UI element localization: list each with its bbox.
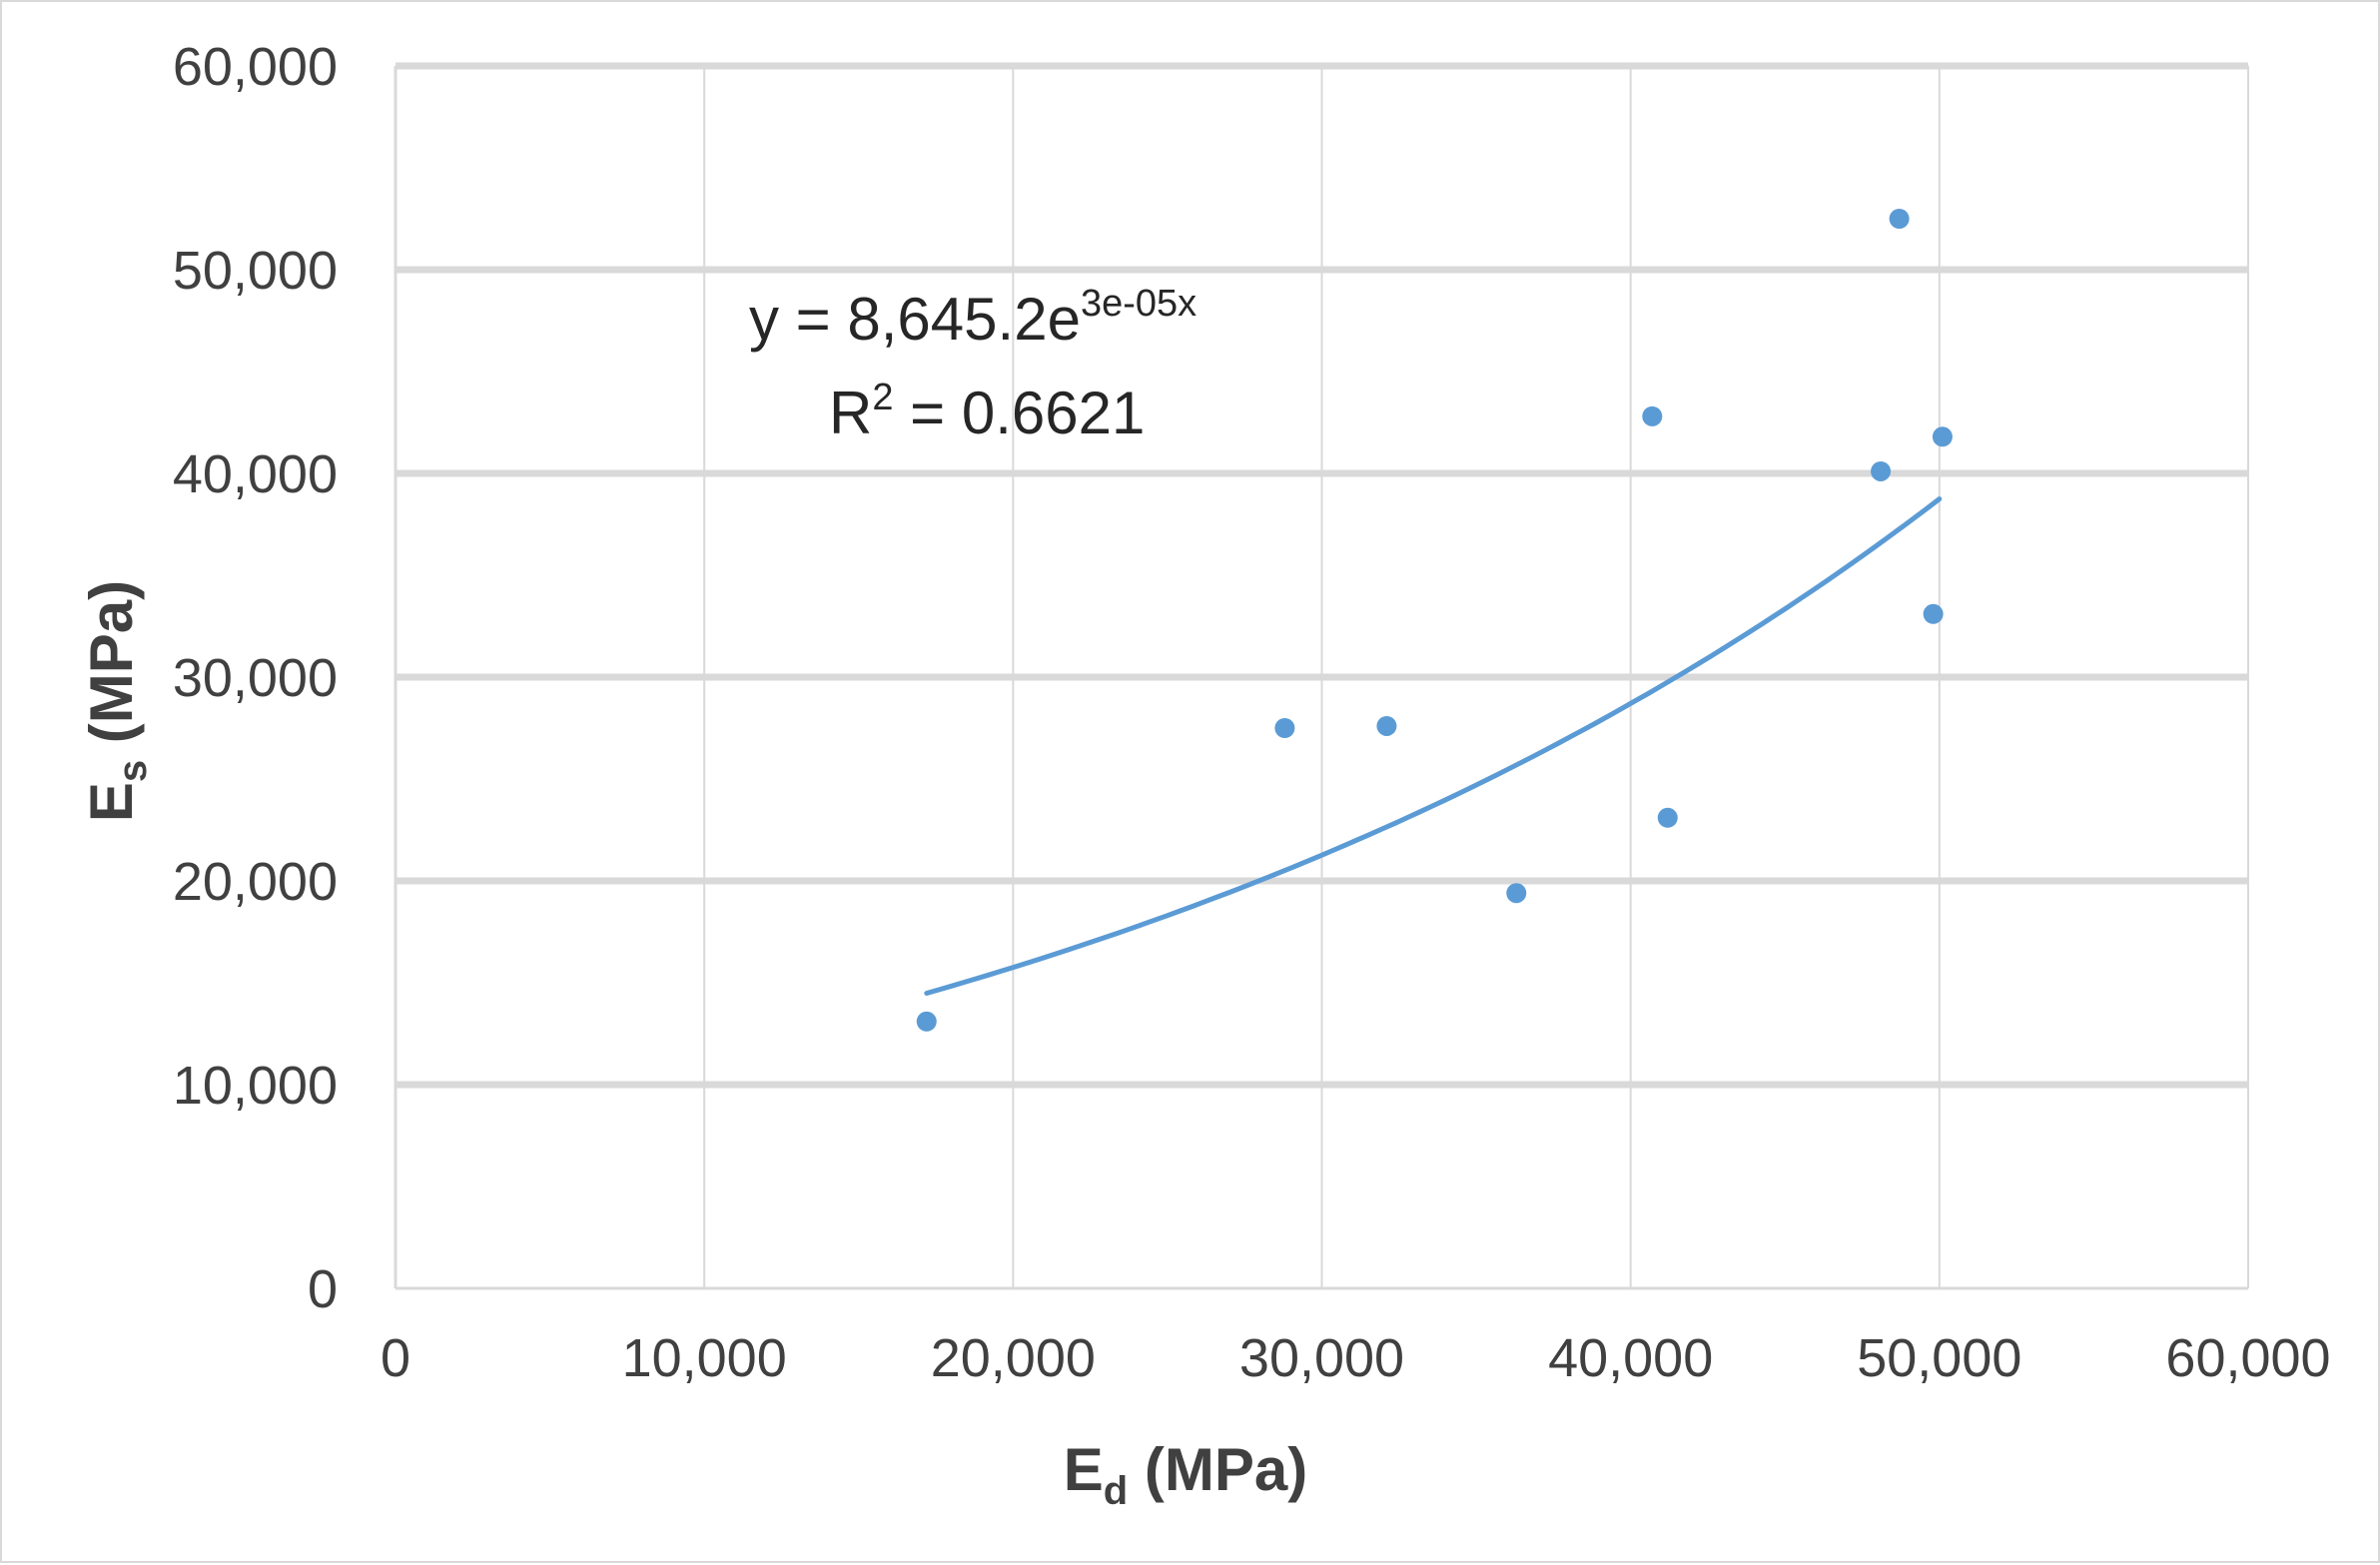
data-points (916, 209, 1953, 1032)
data-point (1642, 405, 1663, 426)
data-point (916, 1011, 937, 1032)
x-axis-title: Ed (MPa) (1064, 1436, 1307, 1513)
data-point (1506, 883, 1527, 904)
axes (394, 66, 2248, 1290)
trendline-r-squared: R2 = 0.6621 (829, 377, 1145, 446)
x-tick-label: 60,000 (2165, 1328, 2330, 1388)
y-tick-label: 30,000 (173, 648, 338, 708)
x-tick-label: 20,000 (931, 1328, 1096, 1388)
trendline (924, 496, 1943, 996)
y-tick-label: 50,000 (173, 241, 338, 301)
x-tick-label: 0 (381, 1328, 410, 1388)
data-point (1932, 426, 1953, 447)
y-axis-title: Es (MPa) (78, 580, 155, 822)
y-tick-label: 20,000 (173, 852, 338, 912)
x-tick-label: 40,000 (1548, 1328, 1713, 1388)
gridlines (396, 62, 2249, 1288)
tick-labels: 0 10,000 20,000 30,000 40,000 50,000 60,000 0 10… (173, 37, 2331, 1388)
x-tick-label: 50,000 (1857, 1328, 2021, 1388)
data-point (1871, 460, 1892, 481)
data-point (1274, 718, 1295, 738)
trendline-group (924, 496, 1943, 996)
y-tick-label: 0 (308, 1259, 338, 1319)
data-point (1657, 807, 1678, 828)
y-tick-label: 40,000 (173, 444, 338, 504)
trendline-equation: y = 8,645.2e3e-05x (749, 283, 1196, 353)
x-tick-label: 30,000 (1239, 1328, 1404, 1388)
x-tick-label: 10,000 (622, 1328, 787, 1388)
data-point (1889, 209, 1910, 229)
data-point (1376, 715, 1397, 736)
y-tick-label: 60,000 (173, 37, 338, 97)
y-tick-label: 10,000 (173, 1056, 338, 1116)
data-point (1923, 603, 1944, 624)
